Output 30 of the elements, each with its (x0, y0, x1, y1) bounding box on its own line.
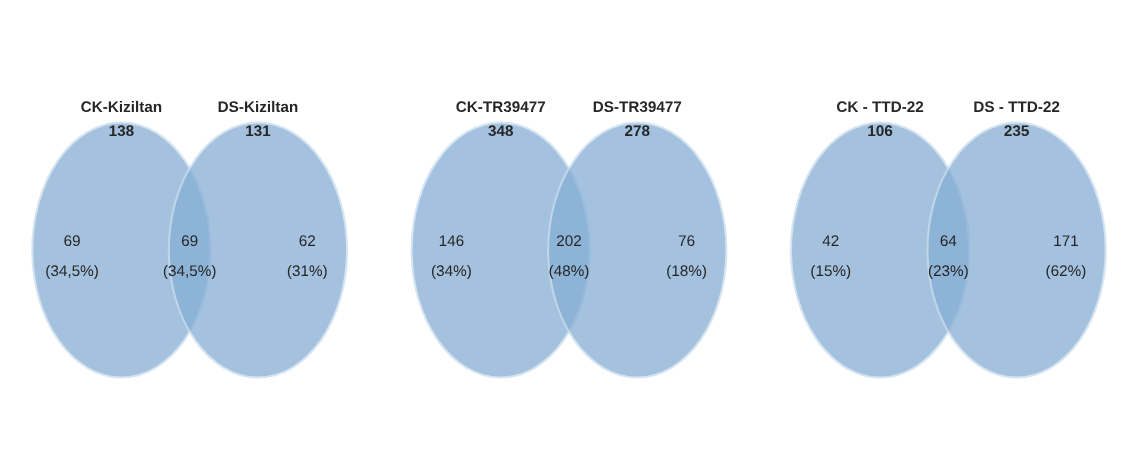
text: 138 (109, 125, 134, 137)
data-label: 64 (940, 235, 957, 247)
text: (62%) (1046, 264, 1086, 280)
text: (18%) (667, 264, 707, 280)
text: DS-TR39477 (593, 101, 682, 113)
text: CK - TTD-22 (836, 101, 924, 113)
text: 348 (488, 125, 513, 137)
text: (23%) (928, 264, 968, 280)
data-label: 202 (557, 235, 581, 247)
text: (34,5%) (163, 264, 216, 280)
text: DS - TTD-22 (974, 101, 1060, 113)
text: DS-Kiziltan (218, 100, 298, 113)
text: (31%) (287, 264, 327, 280)
text: 235 (1004, 125, 1029, 137)
text: (15%) (811, 264, 851, 280)
data-label: 69 (64, 235, 80, 247)
text: 278 (625, 125, 650, 137)
data-label: 69 (181, 235, 198, 247)
data-label: 146 (439, 235, 464, 247)
text: 106 (868, 125, 893, 137)
data-label: 42 (822, 235, 839, 246)
text: (34%) (431, 264, 471, 280)
text: (34,5%) (46, 264, 98, 280)
text: (48%) (549, 264, 589, 280)
data-label: 171 (1054, 235, 1078, 246)
data-label: 62 (299, 235, 315, 247)
text: 131 (246, 125, 271, 137)
text: CK-TR39477 (456, 101, 546, 113)
text: CK-Kiziltan (81, 100, 162, 113)
data-label: 76 (678, 235, 695, 247)
